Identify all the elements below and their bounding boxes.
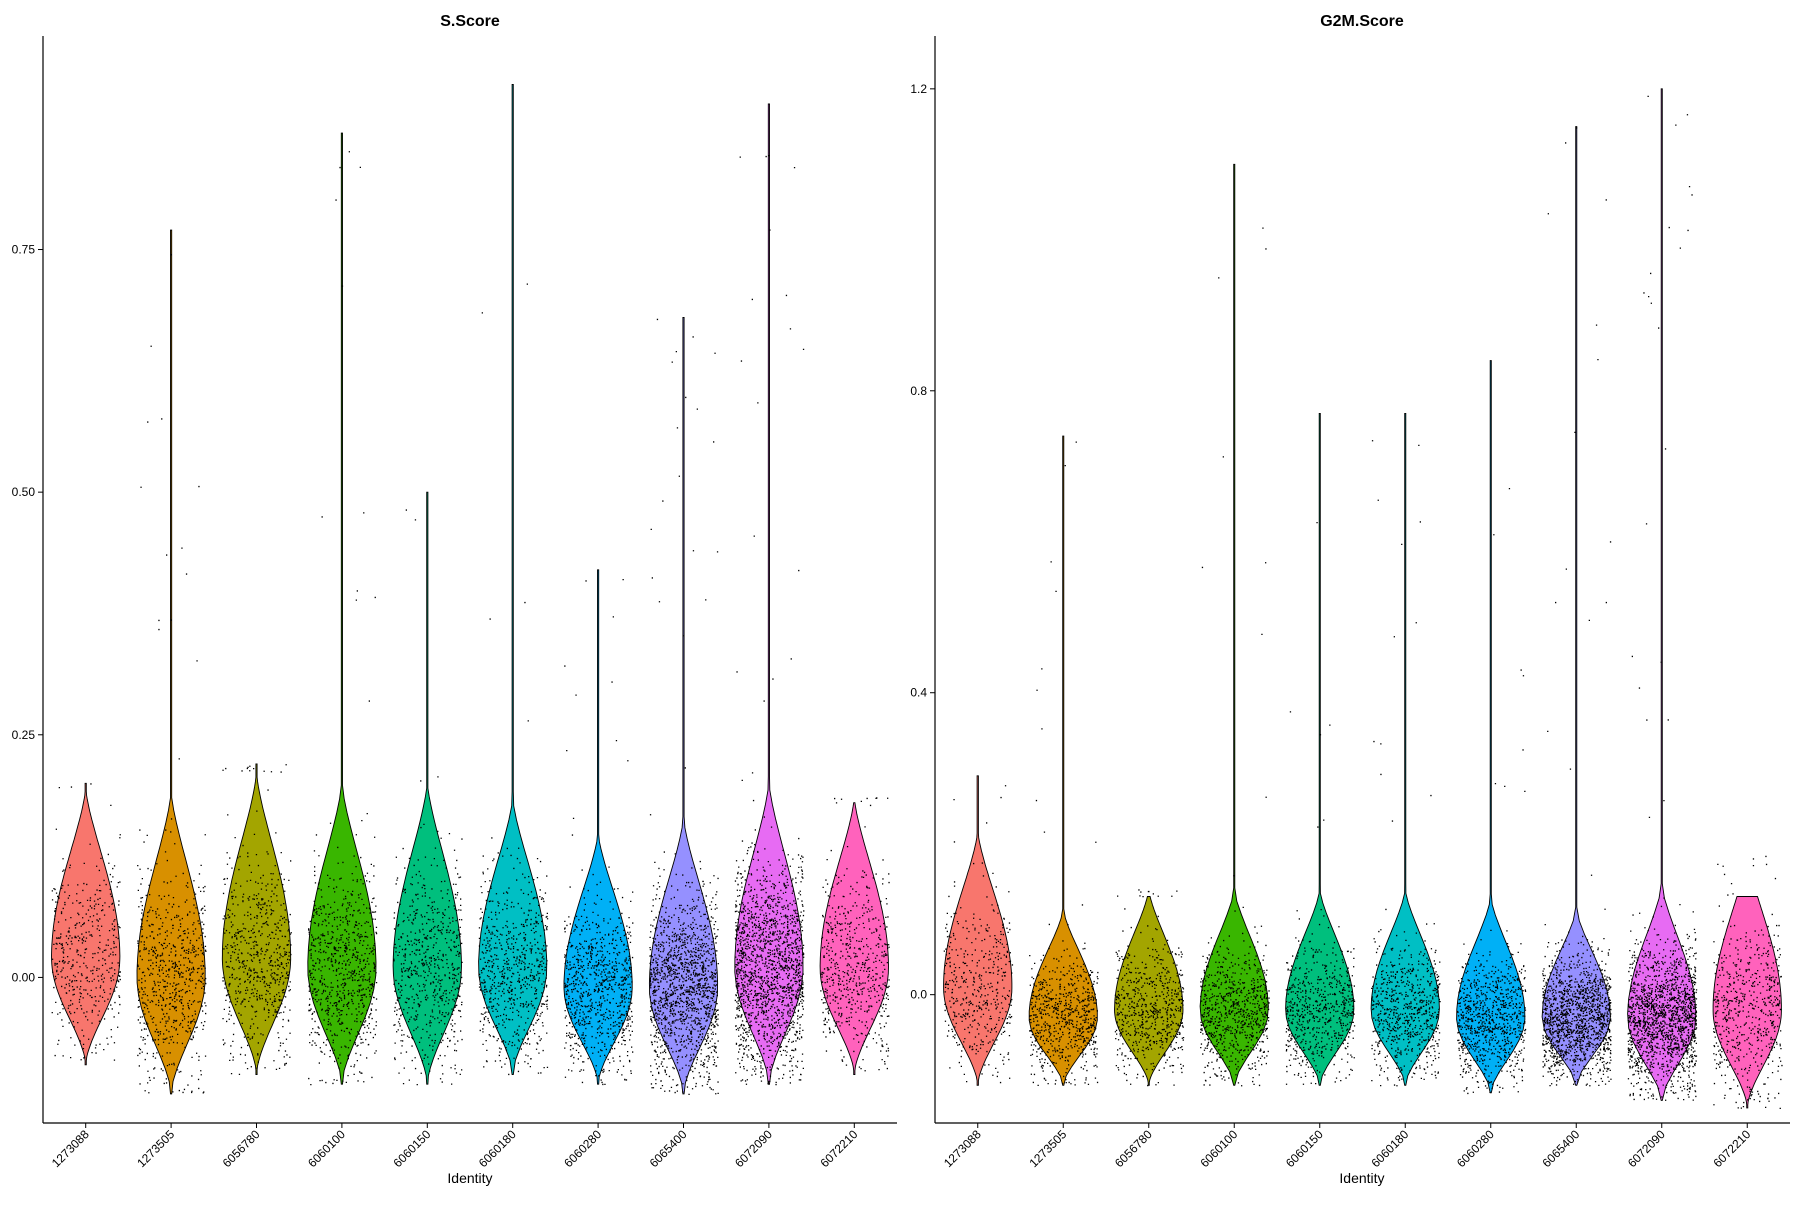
violin-shape (478, 84, 548, 1075)
violin-6060280 (1456, 360, 1527, 1095)
x-axis-label: Identity (447, 1170, 492, 1186)
violin-shape (1541, 126, 1611, 1086)
violin-6065400 (1541, 126, 1612, 1087)
violin-shape (51, 782, 121, 1066)
violin-6072090 (1627, 88, 1698, 1101)
violin-6056780 (221, 763, 292, 1075)
y-tick-label: 0.25 (12, 728, 36, 742)
violin-shape (1028, 435, 1098, 1086)
x-tick-label: 1273505 (134, 1127, 177, 1170)
violin-shape (819, 802, 889, 1075)
violin-shape (563, 569, 633, 1085)
violin-shape (1285, 412, 1355, 1086)
violin-points (943, 785, 1014, 1084)
violin-shape (648, 317, 719, 1095)
violin-6060180 (1370, 412, 1441, 1087)
y-tick-label: 0.4 (910, 686, 927, 700)
panel-s-score: S.Score 0.00 0.25 0.50 0.75 Identity 1273088 12… (12, 13, 897, 1186)
x-tick-label: 6056780 (1112, 1127, 1155, 1170)
violin-1273505 (136, 229, 207, 1095)
x-tick-label: 1273088 (941, 1127, 984, 1170)
violin-points (564, 579, 634, 1086)
violin-shape (1114, 896, 1184, 1086)
violin-1273505 (1028, 435, 1099, 1086)
violin-points (1627, 95, 1698, 1101)
panel-g2m-score: G2M.Score 0.0 0.4 0.8 1.2 Identity 1273088 1273… (910, 13, 1790, 1186)
chart-title: G2M.Score (1320, 13, 1404, 30)
x-tick-label: 6060280 (561, 1127, 604, 1170)
violin-shape (1370, 412, 1440, 1086)
violin-1273088 (51, 782, 121, 1066)
x-tick-label: 6072090 (1625, 1127, 1668, 1170)
violin-shape (734, 103, 804, 1085)
x-tick-label: 6065400 (1539, 1127, 1582, 1170)
x-tick-label: 1273505 (1026, 1127, 1069, 1170)
violin-6060150 (392, 491, 463, 1086)
violin-points (734, 155, 805, 1086)
violin-shape (307, 132, 377, 1085)
violin-6072210 (819, 797, 890, 1075)
x-tick-label: 6060100 (305, 1127, 348, 1170)
x-tick-label: 6060100 (1197, 1127, 1240, 1170)
x-tick-label: 6056780 (220, 1127, 263, 1170)
violin-6072210 (1712, 855, 1783, 1109)
x-tick-label: 6060150 (1283, 1127, 1326, 1170)
violin-shape (221, 763, 292, 1075)
violin-shape (1199, 163, 1269, 1086)
y-tick-label: 0.8 (910, 384, 927, 398)
violin-shape (1712, 896, 1782, 1109)
violin-shape (1456, 360, 1526, 1094)
violin-6060100 (307, 132, 378, 1086)
x-tick-label: 6072210 (817, 1127, 860, 1170)
x-tick-label: 1273088 (49, 1127, 92, 1170)
violin-6060180 (478, 84, 549, 1076)
violin-6060280 (563, 569, 634, 1086)
x-tick-label: 6065400 (647, 1127, 690, 1170)
violin-6060150 (1285, 412, 1356, 1086)
x-tick-label: 6060180 (476, 1127, 519, 1170)
x-tick-label: 6060280 (1454, 1127, 1497, 1170)
x-axis-label: Identity (1339, 1170, 1384, 1186)
violin-shape (136, 229, 206, 1095)
violin-shape (943, 775, 1013, 1086)
violin-points (1285, 522, 1356, 1085)
y-tick-label: 0.0 (910, 988, 927, 1002)
violin-shape (1627, 88, 1697, 1101)
violin-points (820, 797, 890, 1072)
violin-points (1542, 127, 1612, 1087)
violin-6060100 (1199, 163, 1270, 1087)
x-tick-label: 6072090 (732, 1127, 775, 1170)
x-tick-label: 6060150 (390, 1127, 433, 1170)
violin-6072090 (734, 103, 805, 1086)
y-tick-label: 1.2 (910, 82, 927, 96)
x-tick-label: 6060180 (1368, 1127, 1411, 1170)
violin-6065400 (648, 317, 719, 1095)
y-tick-label: 0.00 (12, 970, 36, 984)
chart-title: S.Score (440, 13, 500, 30)
y-tick-label: 0.50 (12, 485, 36, 499)
y-tick-label: 0.75 (12, 243, 36, 257)
violin-1273088 (943, 775, 1014, 1086)
x-tick-label: 6072210 (1710, 1127, 1753, 1170)
violin-6056780 (1114, 889, 1185, 1087)
